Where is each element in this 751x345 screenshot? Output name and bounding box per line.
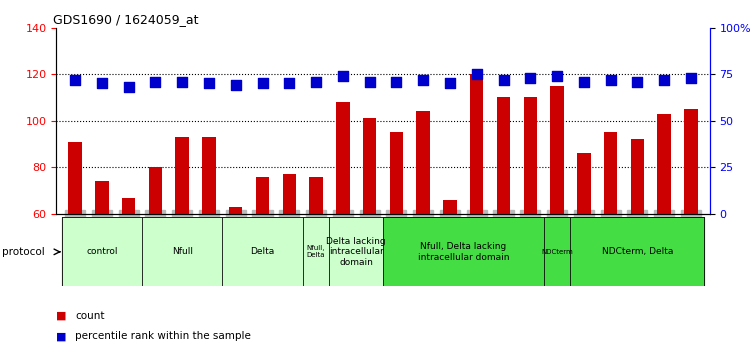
Point (578, 79, 590, 85)
Point (230, 82, 242, 88)
Text: GDS1690 / 1624059_at: GDS1690 / 1624059_at (53, 13, 198, 27)
Bar (122, 198, 135, 345)
Bar (95, 181, 109, 345)
Bar (523, 97, 537, 345)
Point (176, 79, 189, 85)
Bar (417, 111, 430, 345)
Bar (631, 139, 644, 345)
FancyBboxPatch shape (62, 217, 142, 286)
FancyBboxPatch shape (383, 217, 544, 286)
Text: count: count (75, 311, 104, 321)
Bar (149, 167, 162, 345)
Bar (657, 114, 671, 345)
FancyBboxPatch shape (222, 217, 303, 286)
Bar (256, 177, 269, 345)
Bar (684, 109, 698, 345)
Bar (470, 74, 484, 345)
FancyBboxPatch shape (544, 217, 571, 286)
Point (337, 73, 349, 79)
Point (444, 81, 456, 86)
Text: percentile rank within the sample: percentile rank within the sample (75, 332, 251, 341)
Point (497, 77, 509, 82)
FancyBboxPatch shape (303, 217, 330, 286)
FancyBboxPatch shape (330, 217, 383, 286)
Point (149, 79, 161, 85)
Point (310, 79, 322, 85)
Point (122, 85, 134, 90)
Bar (443, 200, 457, 345)
Bar (390, 132, 403, 345)
Text: Delta: Delta (250, 247, 275, 256)
Point (257, 81, 269, 86)
Bar (229, 207, 243, 345)
Text: NDCterm: NDCterm (541, 249, 573, 255)
Point (632, 79, 644, 85)
Point (471, 71, 483, 77)
Text: ■: ■ (56, 311, 67, 321)
Bar (604, 132, 617, 345)
Point (283, 81, 295, 86)
Point (685, 75, 697, 81)
Point (551, 73, 563, 79)
Bar (176, 137, 189, 345)
FancyBboxPatch shape (571, 217, 704, 286)
Point (605, 77, 617, 82)
Bar (336, 102, 349, 345)
Bar (578, 153, 590, 345)
Point (417, 77, 429, 82)
Bar (309, 177, 323, 345)
Text: ■: ■ (56, 332, 67, 341)
Text: Delta lacking
intracellular
domain: Delta lacking intracellular domain (327, 237, 386, 267)
Text: protocol: protocol (2, 247, 44, 257)
Point (96, 81, 108, 86)
Point (69, 77, 81, 82)
Bar (68, 142, 82, 345)
FancyBboxPatch shape (142, 217, 222, 286)
Point (658, 77, 670, 82)
Bar (363, 118, 376, 345)
Text: control: control (86, 247, 118, 256)
Bar (497, 97, 510, 345)
Point (391, 79, 403, 85)
Bar (550, 86, 564, 345)
Bar (202, 137, 216, 345)
Point (363, 79, 376, 85)
Point (524, 75, 536, 81)
Text: Nfull,
Delta: Nfull, Delta (307, 245, 325, 258)
Bar (282, 174, 296, 345)
Text: Nfull, Delta lacking
intracellular domain: Nfull, Delta lacking intracellular domai… (418, 242, 509, 262)
Text: Nfull: Nfull (172, 247, 193, 256)
Point (203, 81, 215, 86)
Text: NDCterm, Delta: NDCterm, Delta (602, 247, 673, 256)
